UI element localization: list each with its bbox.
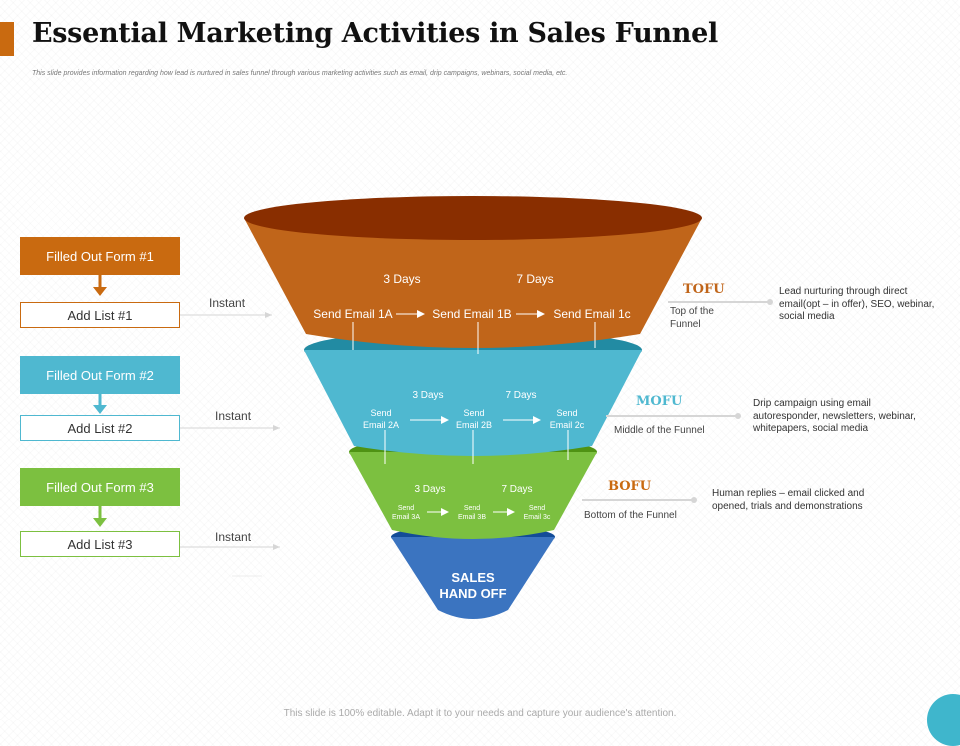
bofu-description: Human replies – email clicked and opened… [712,488,864,513]
bofu-email-2-line-2: Email 3B [458,514,486,521]
mofu-email-2-line-2: Email 2B [456,420,492,430]
form-box-1: Filled Out Form #1 [20,237,180,275]
tofu-code-label: TOFU [683,282,725,297]
mofu-delay-2: 7 Days [505,390,536,401]
down-arrow-icon [93,393,107,414]
down-arrow-icon [93,506,107,527]
bofu-pointer-dot [691,497,697,503]
mofu-email-1-line-2: Email 2A [363,420,399,430]
bofu-email-1-line-1: Send [398,505,414,512]
mofu-email-3-line-1: Send [556,408,577,418]
tofu-email-3: Send Email 1c [553,307,630,321]
bofu-stage-name-line-1: Bottom of the Funnel [584,510,677,521]
tofu-desc-line-3: social media [779,311,835,322]
bofu-email-1-line-2: Email 3A [392,514,420,521]
page-subtitle: This slide provides information regardin… [32,70,568,77]
funnel-handoff: SALES HAND OFF [391,525,555,619]
bofu-email-2-line-1: Send [464,505,480,512]
funnel-tofu: 3 Days 7 Days Send Email 1A Send Email 1… [244,196,702,354]
bofu-desc-line-2: opened, trials and demonstrations [712,500,863,512]
bofu-email-3-line-2: Email 3c [524,514,551,521]
tofu-stage-name-line-2: Funnel [670,319,701,330]
bofu-email-3-line-1: Send [529,505,545,512]
tofu-description: Lead nurturing through direct email(opt … [779,286,934,324]
mofu-desc-line-2: autoresponder, newsletters, webinar, [753,410,916,422]
mofu-desc-line-1: Drip campaign using email [753,398,871,409]
form-box-3: Filled Out Form #3 [20,468,180,506]
tofu-stage-name: Top of the Funnel [670,305,714,331]
handoff-label-line-2: HAND OFF [439,586,506,601]
down-arrow-icon [93,275,107,296]
tofu-email-1: Send Email 1A [313,307,392,321]
list-box-2: Add List #2 [20,415,180,441]
tofu-email-2: Send Email 1B [432,307,511,321]
mofu-stage-name: Middle of the Funnel [614,424,705,437]
form-box-2: Filled Out Form #2 [20,356,180,394]
trigger-label-3: Instant [215,530,252,544]
mofu-code-label: MOFU [636,394,683,409]
mofu-description: Drip campaign using email autoresponder,… [753,398,916,436]
bofu-stage-name: Bottom of the Funnel [584,509,677,522]
tofu-stage-name-line-1: Top of the [670,306,714,317]
title-accent-bar [0,22,14,56]
tofu-pointer-dot [767,299,773,305]
footer-note: This slide is 100% editable. Adapt it to… [283,708,677,719]
tofu-desc-line-2: email(opt – in offer), SEO, webinar, [779,298,935,310]
mofu-pointer-dot [735,413,741,419]
bofu-desc-line-1: Human replies – email clicked and [712,488,865,499]
page-title: Essential Marketing Activities in Sales … [32,18,718,49]
trigger-label-2: Instant [215,409,252,423]
funnel-mofu: 3 Days 7 Days Send Email 2A Send Email 2… [304,330,642,464]
list-box-1: Add List #1 [20,302,180,328]
mofu-email-1-line-1: Send [370,408,391,418]
sales-funnel-diagram: SALES HAND OFF 3 Days 7 Days Send Email … [180,196,773,619]
mofu-email-3-line-2: Email 2c [550,420,585,430]
tofu-delay-2: 7 Days [516,272,553,286]
mofu-stage-name-line-1: Middle of the Funnel [614,425,705,436]
trigger-label-1: Instant [209,296,246,310]
mofu-email-2-line-1: Send [463,408,484,418]
bofu-code-label: BOFU [608,479,652,494]
tofu-desc-line-1: Lead nurturing through direct [779,286,908,297]
bofu-delay-1: 3 Days [414,484,445,495]
mofu-delay-1: 3 Days [412,390,443,401]
mofu-desc-line-3: whitepapers, social media [753,423,869,434]
handoff-label-line-1: SALES [451,570,495,585]
list-box-3: Add List #3 [20,531,180,557]
tofu-delay-1: 3 Days [383,272,420,286]
bofu-delay-2: 7 Days [501,484,532,495]
